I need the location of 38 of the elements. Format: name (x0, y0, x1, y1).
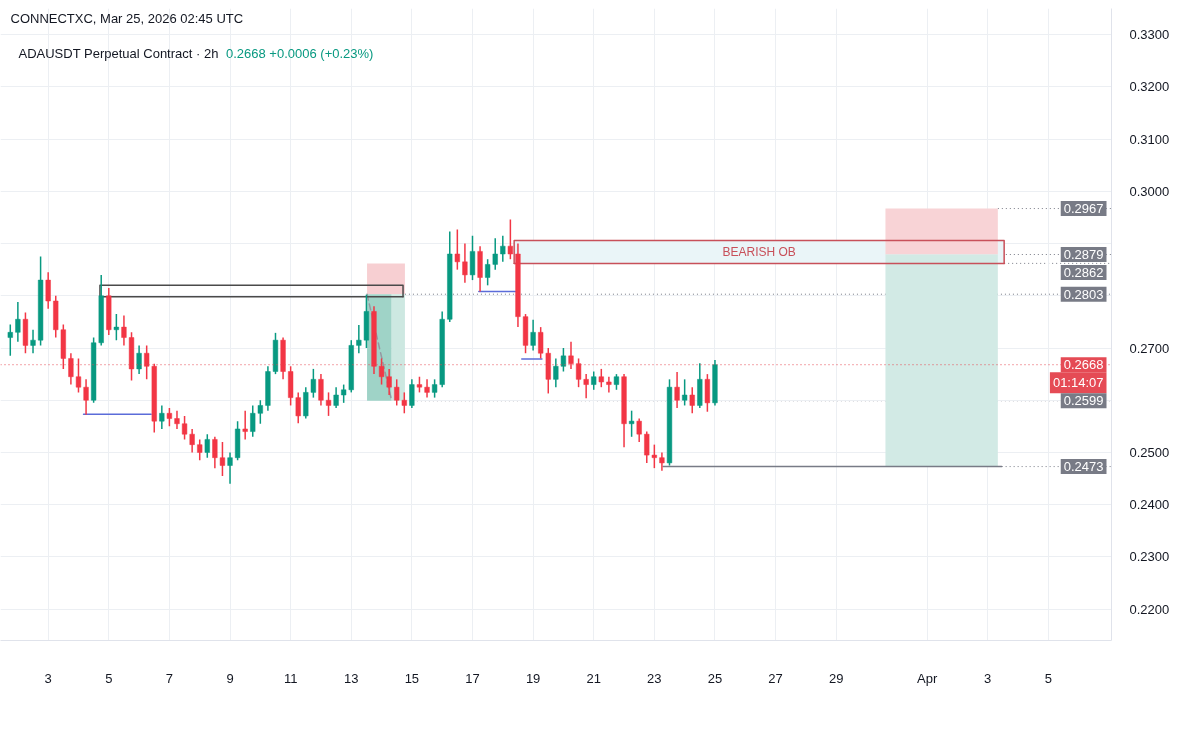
annotation: 0.2862 (1063, 265, 1104, 281)
annotation: 0.2879 (1063, 247, 1104, 263)
y-tick-label: 0.3100 (1129, 131, 1170, 147)
ref-line-label: 0.2668 (1063, 357, 1104, 373)
x-tick-label: 19 (525, 670, 541, 686)
x-tick-label: Apr (917, 670, 938, 686)
x-tick-label: 3 (44, 670, 52, 686)
chart-title: CONNECTXC, Mar 25, 2026 02:45 UTC (10, 10, 244, 26)
annotation: 0.2803 (1063, 286, 1104, 302)
x-tick-label: 25 (707, 670, 723, 686)
y-tick-label: 0.3200 (1129, 79, 1170, 95)
text: ADAUSDT Perpetual Contract · 2h (18, 45, 219, 61)
y-tick-label: 0.3300 (1129, 27, 1170, 43)
annotation: 01:14:07 (1052, 375, 1104, 391)
y-tick-label: 0.3000 (1129, 183, 1170, 199)
x-tick-label: 23 (647, 670, 662, 686)
y-tick-label: 0.2500 (1129, 444, 1170, 460)
annotation: 0.2599 (1063, 393, 1104, 409)
y-tick-label: 0.2400 (1129, 497, 1170, 513)
x-tick-label: 3 (984, 670, 992, 686)
x-tick-label: 15 (404, 670, 420, 686)
x-tick-label: 17 (465, 670, 480, 686)
annotation: 0.2473 (1063, 459, 1104, 475)
series-label: BEARISH OB (722, 244, 796, 259)
y-tick-label: 0.2700 (1129, 340, 1170, 356)
y-tick-label: 0.2200 (1129, 601, 1170, 617)
x-tick-label: 21 (586, 670, 601, 686)
x-tick-label: 5 (1044, 670, 1052, 686)
x-tick-label: 11 (283, 670, 298, 686)
x-tick-label: 29 (828, 670, 844, 686)
y-tick-label: 0.2300 (1129, 549, 1170, 565)
x-tick-label: 27 (768, 670, 783, 686)
x-tick-label: 13 (344, 670, 359, 686)
x-tick-label: 7 (165, 670, 174, 686)
x-tick-label: 9 (226, 670, 234, 686)
annotation: 0.2668 +0.0006 (+0.23%) (226, 45, 374, 61)
x-tick-label: 5 (105, 670, 113, 686)
annotation: 0.2967 (1063, 201, 1104, 217)
